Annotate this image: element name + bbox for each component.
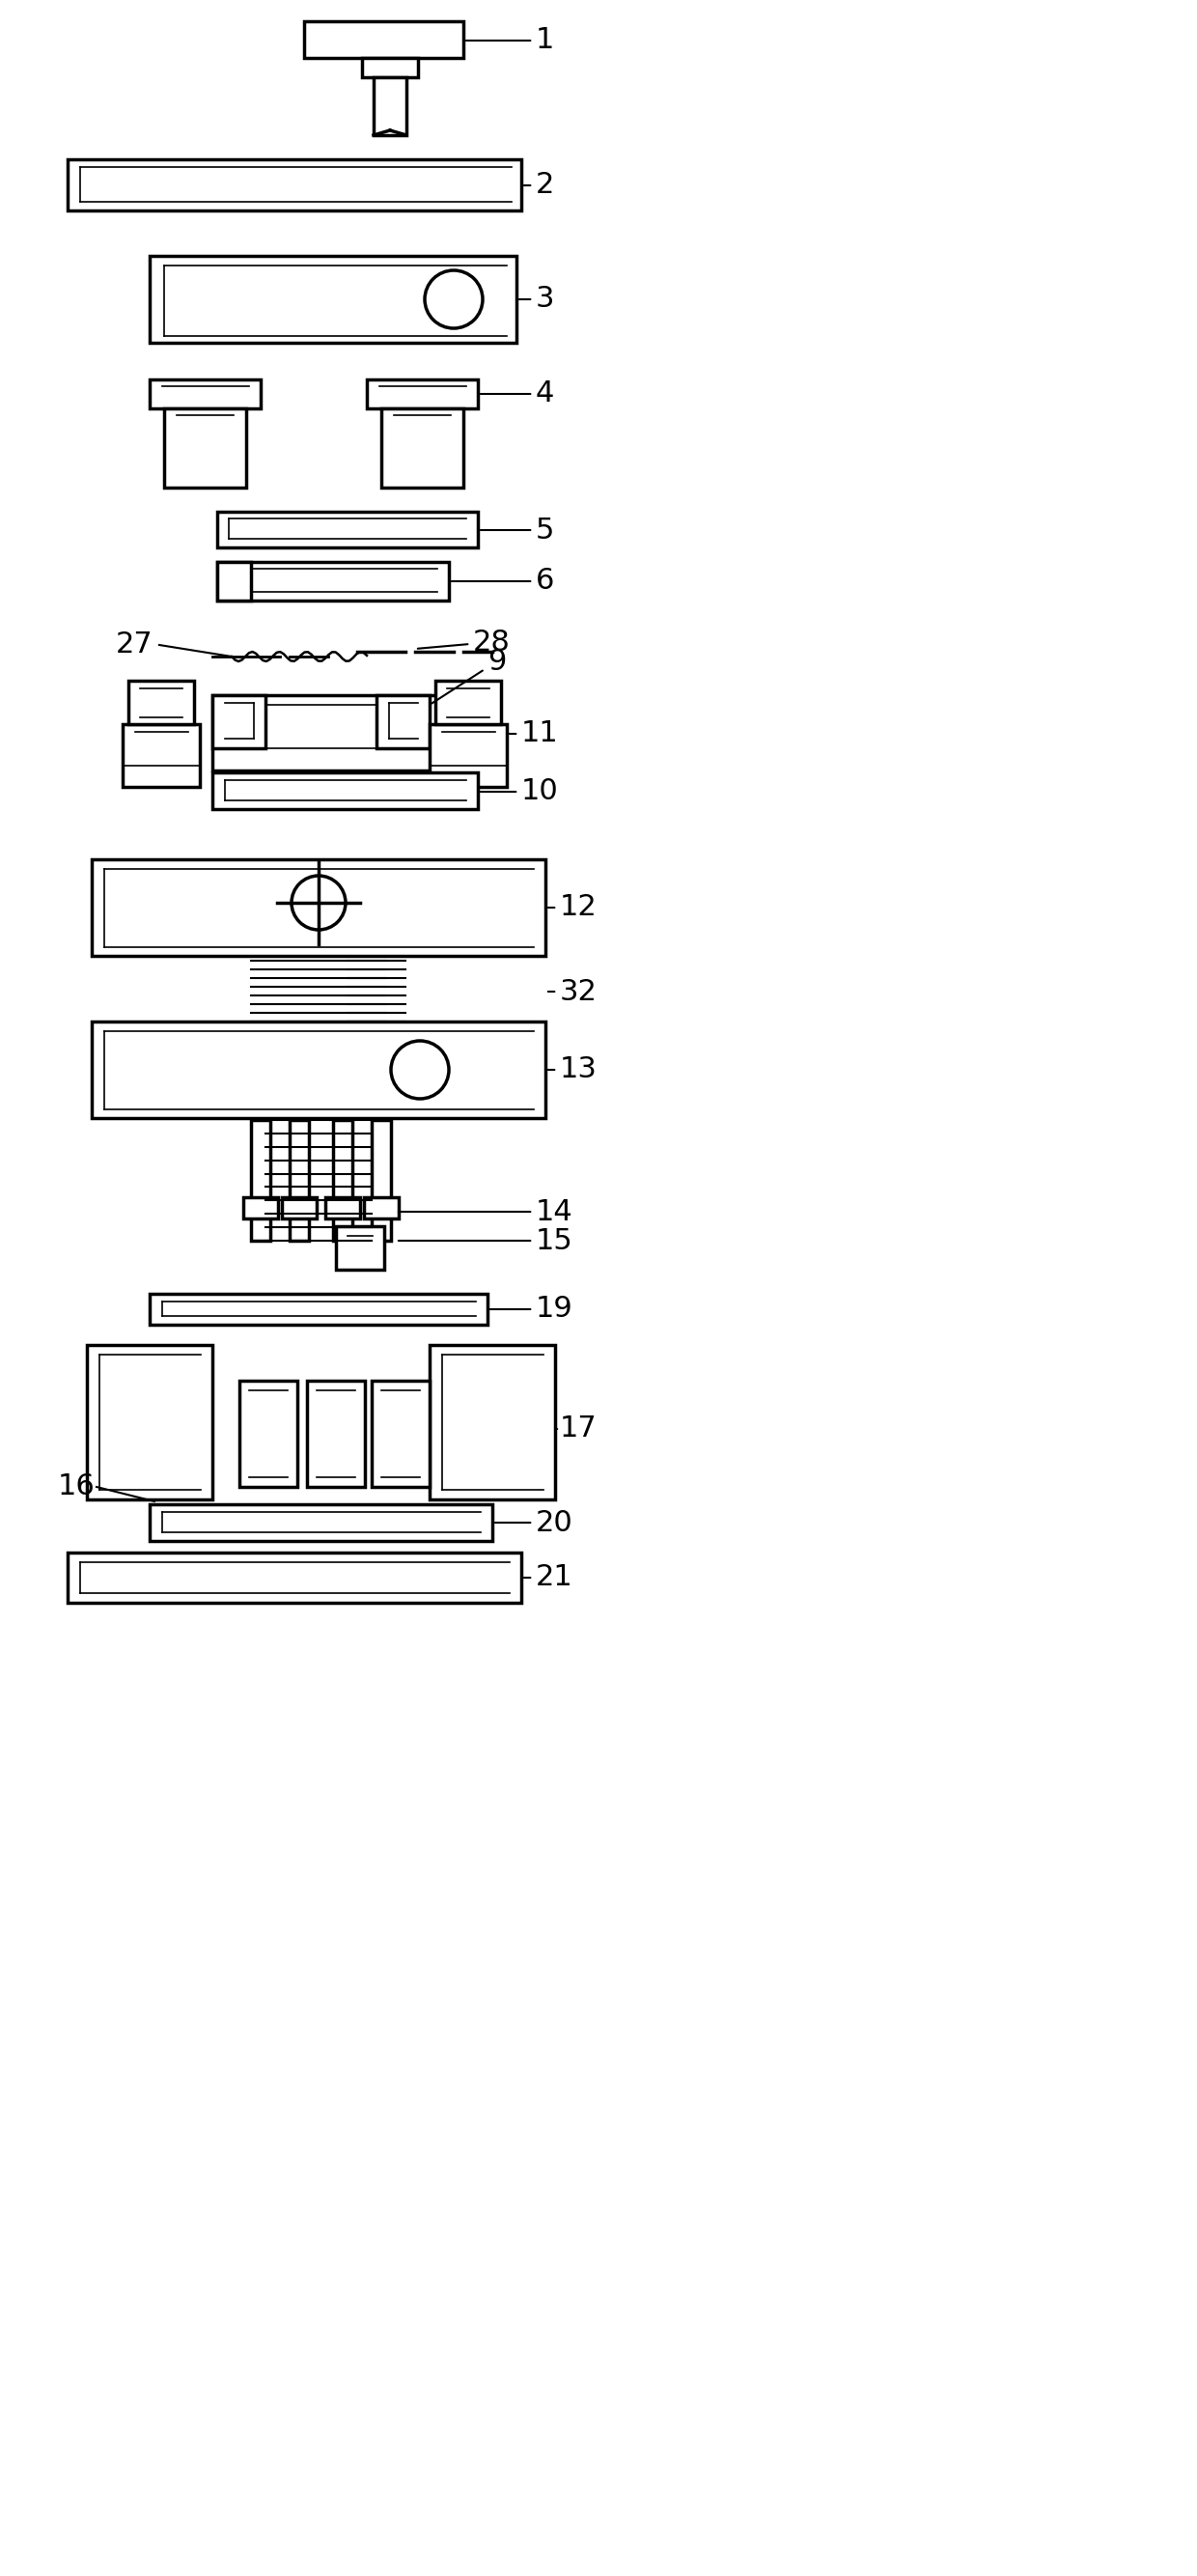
Bar [306,1381,365,1486]
Bar [243,1198,278,1218]
Bar [212,773,478,809]
Bar [336,1226,384,1270]
Bar [150,255,516,343]
Text: 5: 5 [480,515,554,544]
Bar [361,57,418,77]
Bar [304,21,463,57]
Text: 10: 10 [480,778,559,806]
Bar [217,562,449,600]
Bar [430,724,506,786]
Text: 6: 6 [451,567,554,595]
Text: 19: 19 [490,1296,573,1324]
Bar [92,860,546,956]
Bar [212,696,478,770]
Bar [150,1504,492,1540]
Text: 2: 2 [524,173,554,198]
Bar [364,1198,399,1218]
Bar [373,77,407,134]
Text: 21: 21 [524,1564,573,1592]
Bar [371,1121,391,1242]
Text: 28: 28 [418,629,511,657]
Text: 11: 11 [510,719,559,747]
Bar [212,696,266,747]
Text: 15: 15 [399,1226,573,1255]
Text: 12: 12 [548,894,597,922]
Text: 16: 16 [57,1473,96,1502]
Bar [150,1293,487,1324]
Bar [217,513,478,549]
Bar [366,379,478,410]
Text: 4: 4 [480,379,554,407]
Bar [67,1553,521,1602]
Bar [371,1381,430,1486]
Bar [92,1023,546,1118]
Bar [122,724,200,786]
Bar [150,379,261,410]
Bar [281,1198,317,1218]
Text: 17: 17 [555,1414,597,1443]
Bar [128,680,194,724]
Bar [217,562,251,600]
Bar [326,1198,360,1218]
Bar [251,1121,271,1242]
Bar [239,1381,297,1486]
Bar [436,680,502,724]
Text: 13: 13 [548,1056,597,1084]
Text: 1: 1 [466,26,554,54]
Bar [164,410,247,487]
Text: 20: 20 [496,1510,573,1538]
Text: 14: 14 [399,1198,573,1226]
Bar [430,1345,555,1499]
Bar [377,696,430,747]
Bar [333,1121,352,1242]
Text: 32: 32 [548,976,597,1005]
Text: 27: 27 [116,631,153,659]
Bar [67,160,521,211]
Bar [382,410,463,487]
Bar [87,1345,212,1499]
Text: 3: 3 [519,286,554,314]
Bar [290,1121,309,1242]
Text: 9: 9 [432,647,506,703]
